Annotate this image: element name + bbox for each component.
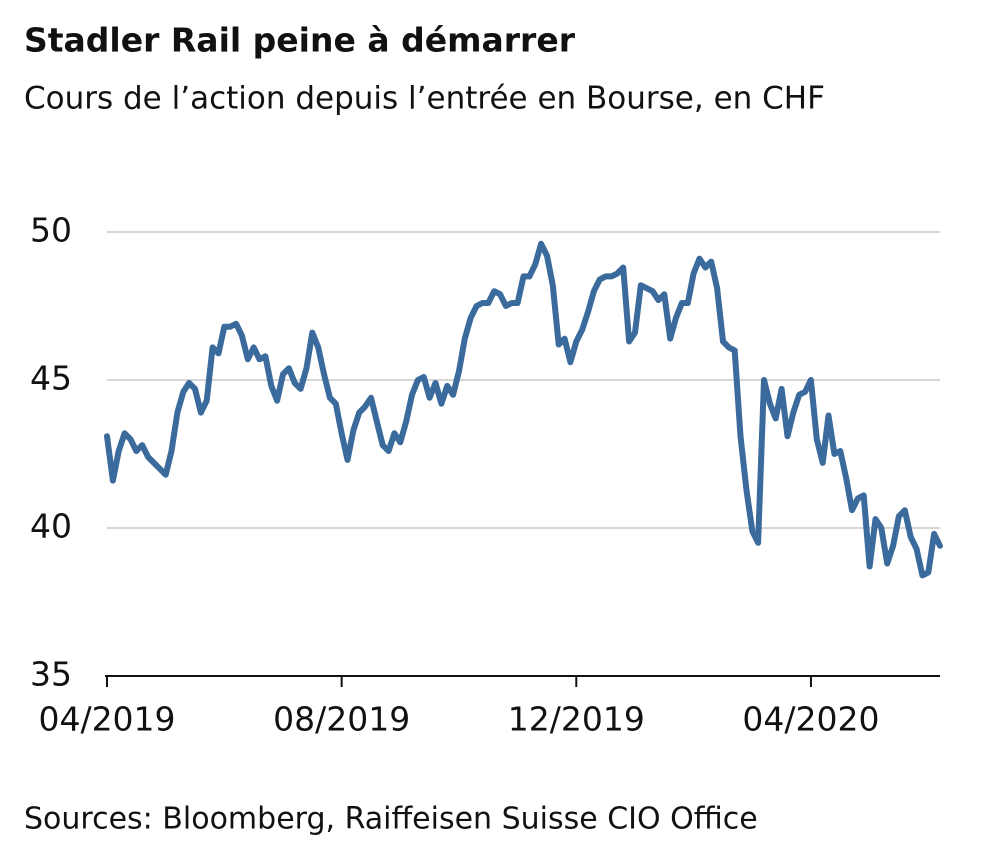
chart-subtitle: Cours de l’action depuis l’entrée en Bou… [24,81,825,117]
x-tick-label: 04/2019 [38,700,175,739]
source: Sources: Bloomberg, Raiffeisen Suisse CI… [24,802,758,837]
chart-title: Stadler Rail peine à démarrer [24,21,576,60]
price-line [104,240,943,579]
y-tick-label: 35 [30,655,72,694]
y-tick-label: 40 [30,507,72,546]
x-tick-label: 12/2019 [508,700,645,739]
x-tick-label: 08/2019 [273,700,410,739]
y-tick-label: 45 [30,359,72,398]
y-tick-label: 50 [30,211,72,250]
x-tick-label: 04/2020 [742,700,879,739]
